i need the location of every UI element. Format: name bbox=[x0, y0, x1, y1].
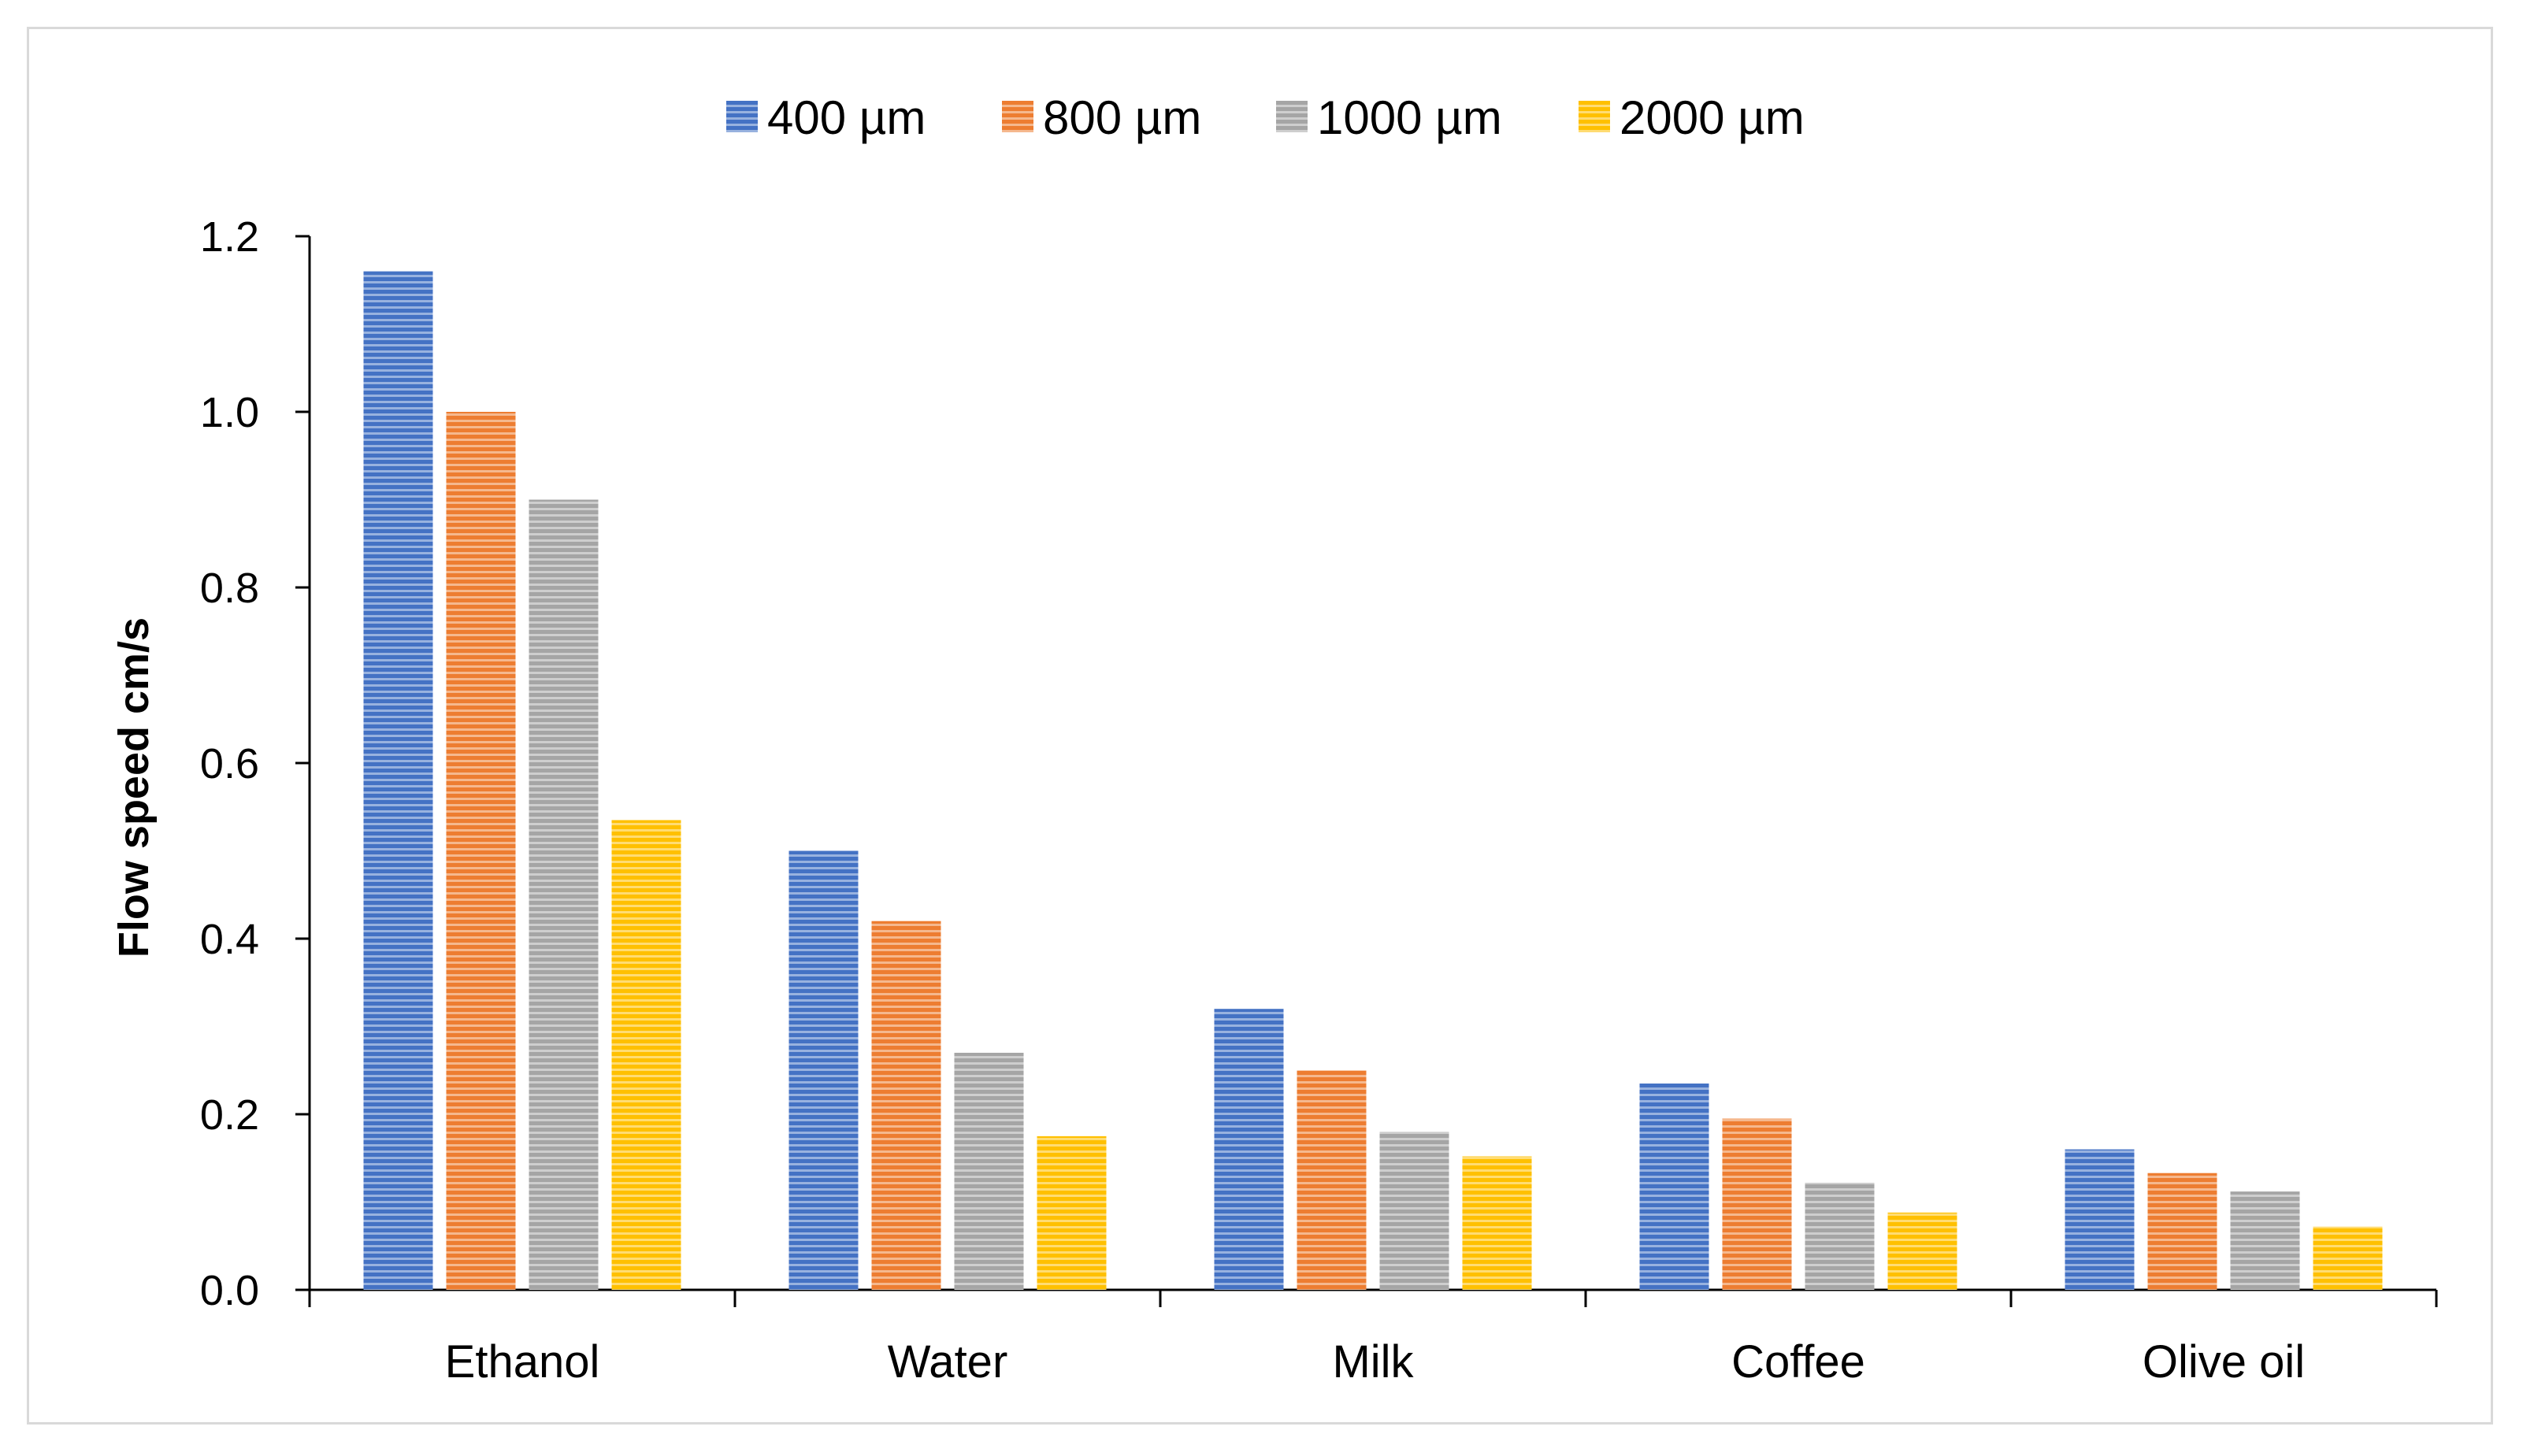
bar bbox=[2065, 1149, 2135, 1290]
y-tick-label: 0.0 bbox=[200, 1267, 259, 1314]
y-tick-label: 0.4 bbox=[200, 916, 259, 963]
bar bbox=[446, 412, 516, 1290]
bars bbox=[363, 271, 2383, 1291]
bar bbox=[871, 921, 941, 1290]
legend-label: 2000 µm bbox=[1620, 91, 1805, 144]
x-category-label: Olive oil bbox=[2143, 1336, 2305, 1387]
y-tick-label: 0.6 bbox=[200, 740, 259, 787]
legend-label: 400 µm bbox=[767, 91, 926, 144]
bar bbox=[529, 499, 599, 1290]
legend-swatch bbox=[1276, 101, 1308, 132]
y-tick-label: 1.2 bbox=[200, 213, 259, 261]
y-tick-label: 0.8 bbox=[200, 565, 259, 612]
bar bbox=[1037, 1136, 1107, 1290]
y-tick-label: 1.0 bbox=[200, 389, 259, 436]
bar bbox=[611, 820, 681, 1290]
bar bbox=[2313, 1226, 2383, 1290]
bar bbox=[788, 850, 859, 1290]
x-category-label: Water bbox=[888, 1336, 1008, 1387]
legend: 400 µm 800 µm 1000 µm 2000 µm bbox=[726, 91, 1805, 144]
legend-label: 800 µm bbox=[1043, 91, 1201, 144]
bar bbox=[954, 1052, 1024, 1290]
bar bbox=[1379, 1132, 1449, 1290]
bar bbox=[1639, 1083, 1709, 1290]
x-axis: Ethanol Water Milk Coffee Olive oil bbox=[308, 1288, 2438, 1387]
y-axis: 0.0 0.2 0.4 0.6 0.8 1.0 1.2 bbox=[200, 213, 311, 1314]
bar bbox=[1297, 1070, 1367, 1290]
legend-label: 1000 µm bbox=[1317, 91, 1502, 144]
legend-swatch bbox=[726, 101, 758, 132]
bar bbox=[1214, 1009, 1284, 1290]
y-axis-title: Flow speed cm/s bbox=[110, 617, 158, 958]
x-category-label: Ethanol bbox=[445, 1336, 600, 1387]
bar bbox=[1722, 1118, 1792, 1290]
x-category-label: Coffee bbox=[1731, 1336, 1865, 1387]
y-tick-label: 0.2 bbox=[200, 1091, 259, 1139]
bar bbox=[363, 271, 433, 1291]
x-category-label: Milk bbox=[1332, 1336, 1414, 1387]
bar bbox=[1887, 1212, 1957, 1290]
bar bbox=[2230, 1191, 2300, 1290]
legend-swatch bbox=[1002, 101, 1033, 132]
bar bbox=[2147, 1173, 2217, 1290]
bar bbox=[1462, 1156, 1532, 1290]
bar bbox=[1805, 1182, 1875, 1290]
legend-swatch bbox=[1579, 101, 1610, 132]
